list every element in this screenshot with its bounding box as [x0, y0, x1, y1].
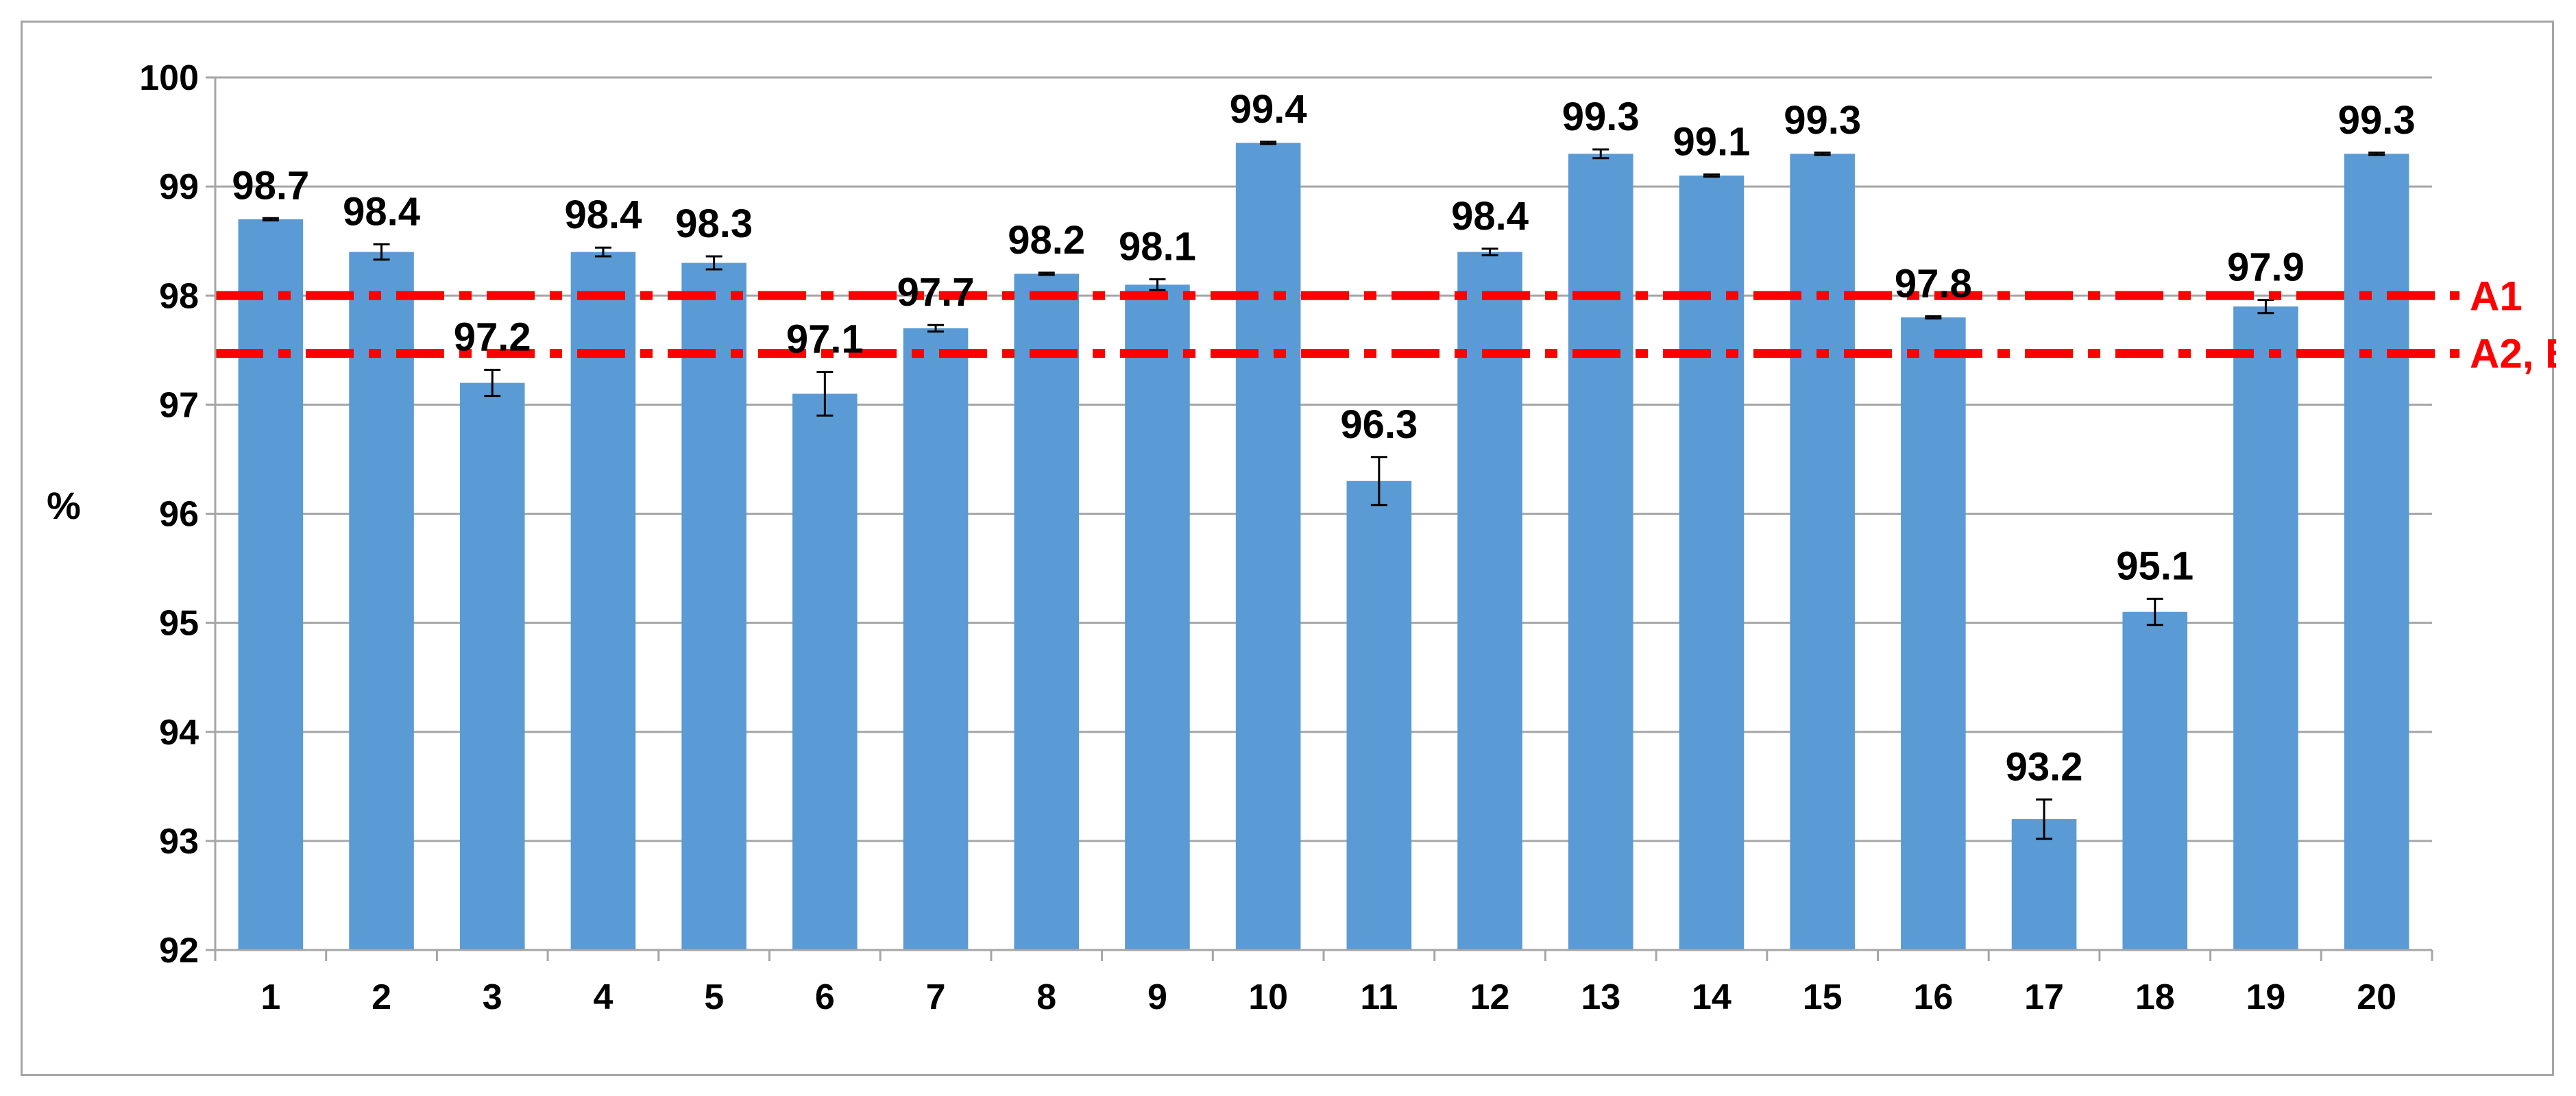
data-label: 98.4	[1451, 194, 1529, 239]
y-tick-label: 100	[139, 58, 199, 98]
reference-lines: A1 A2, B	[215, 273, 2556, 377]
x-tick-label: 14	[1692, 977, 1731, 1017]
bar	[1457, 252, 1522, 951]
data-label: 96.3	[1340, 402, 1418, 447]
bar	[1235, 143, 1301, 951]
data-labels: 98.7 98.4 97.2 98.4 98.3 97.1 97.7 98.2 98.1 99.4…	[232, 87, 2415, 790]
y-tick-label: 95	[159, 604, 199, 644]
bar	[459, 382, 525, 950]
bar	[1901, 317, 1966, 950]
data-label: 99.3	[1784, 98, 1861, 143]
x-tick-label: 18	[2135, 977, 2175, 1017]
data-label: 98.3	[675, 202, 753, 246]
x-tick-label: 4	[593, 977, 613, 1017]
bar	[792, 393, 858, 950]
x-tick-label: 2	[372, 977, 391, 1017]
reference-label: A2, B	[2470, 331, 2556, 377]
bar	[2011, 819, 2077, 950]
x-tick-label: 12	[1470, 977, 1510, 1017]
x-tick-label: 16	[1913, 977, 1953, 1017]
y-tick-label: 92	[159, 931, 199, 971]
y-tick-label: 94	[159, 713, 199, 753]
data-label: 97.8	[1895, 261, 1972, 306]
bar	[2344, 154, 2409, 951]
x-tick-label: 19	[2246, 977, 2286, 1017]
x-tick-label: 5	[704, 977, 724, 1017]
data-label: 99.1	[1673, 120, 1751, 165]
bar	[1346, 480, 1412, 950]
bar	[238, 219, 304, 950]
data-label: 99.3	[1562, 95, 1640, 139]
y-axis-label: %	[47, 484, 81, 527]
bar	[2122, 611, 2188, 950]
x-tick-label: 13	[1581, 977, 1620, 1017]
bar	[681, 263, 746, 950]
reference-label: A1	[2470, 273, 2523, 319]
data-label: 97.9	[2227, 245, 2305, 290]
x-tick-label: 10	[1248, 977, 1288, 1017]
data-label: 97.7	[897, 270, 975, 315]
y-tick-label: 96	[159, 495, 199, 535]
x-tick-label: 11	[1360, 977, 1398, 1017]
error-bars	[262, 141, 2385, 840]
y-tick-label: 93	[159, 822, 199, 862]
bar	[349, 252, 414, 951]
data-label: 97.1	[786, 317, 864, 362]
data-label: 93.2	[2006, 744, 2083, 789]
data-label: 99.4	[1230, 87, 1307, 132]
bar	[1790, 154, 1855, 951]
x-tick-label: 1	[260, 977, 280, 1017]
gridlines	[215, 76, 2432, 951]
bar	[903, 328, 969, 950]
x-tick-label: 7	[926, 977, 946, 1017]
y-tick-label: 98	[159, 276, 199, 316]
x-tick-label: 17	[2024, 977, 2064, 1017]
data-label: 95.1	[2116, 544, 2194, 589]
x-tick-label: 15	[1803, 977, 1843, 1017]
y-tick-label: 99	[159, 167, 199, 207]
bar	[2233, 306, 2298, 951]
x-tick-label: 6	[815, 977, 835, 1017]
bar	[1125, 284, 1190, 950]
bar	[570, 252, 636, 951]
x-tick-label: 8	[1036, 977, 1056, 1017]
bar	[1014, 273, 1080, 950]
bars	[238, 143, 2409, 951]
data-label: 98.4	[343, 189, 420, 234]
bar	[1568, 154, 1633, 951]
bar	[1679, 175, 1745, 950]
y-tick-label: 97	[159, 385, 199, 425]
data-label: 97.2	[454, 315, 531, 359]
x-tick-label: 3	[483, 977, 502, 1017]
data-label: 99.3	[2338, 98, 2416, 143]
data-label: 98.4	[565, 193, 642, 237]
data-label: 98.1	[1119, 224, 1196, 269]
x-tick-label: 20	[2357, 977, 2396, 1017]
x-tick-label: 9	[1147, 977, 1167, 1017]
data-label: 98.7	[232, 163, 309, 208]
data-label: 98.2	[1008, 218, 1085, 263]
